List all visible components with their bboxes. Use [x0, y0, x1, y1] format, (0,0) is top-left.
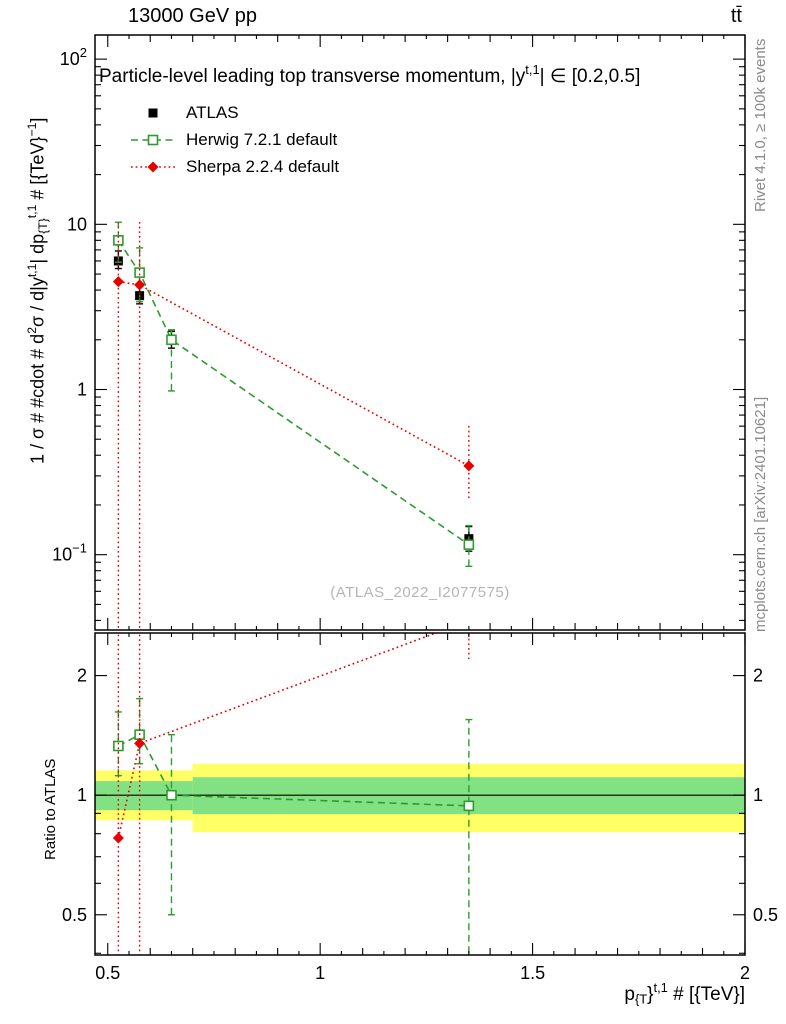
legend: ATLAS Herwig 7.2.1 default Sherpa 2.2.4 de…: [130, 99, 339, 180]
herwig-marker: [463, 539, 475, 550]
herwig-marker: [113, 235, 124, 246]
x-tick-label: 1.5: [520, 963, 545, 983]
ratio-tick-label-right: 0.5: [753, 905, 778, 925]
herwig-marker: [166, 789, 177, 801]
sherpa-marker: [463, 460, 475, 472]
y-tick-label: 1: [77, 380, 87, 400]
herwig-marker: [463, 800, 475, 812]
y-axis-label: 1 / σ # #cdot # d2σ / d|yt,1| dp{T}t,1 #…: [25, 117, 51, 464]
legend-item-sherpa: Sherpa 2.2.4 default: [130, 153, 339, 180]
ratio-tick-label-right: 2: [753, 666, 763, 686]
main-frame: [94, 34, 746, 631]
herwig-marker: [134, 267, 145, 278]
x-tick-label: 1: [315, 963, 325, 983]
atlas-marker: [148, 108, 158, 117]
x-tick-label: 2: [740, 963, 750, 983]
analysis-id-watermark: (ATLAS_2022_I2077575): [330, 584, 510, 601]
y-tick-label: 10: [67, 214, 87, 234]
legend-item-herwig: Herwig 7.2.1 default: [130, 126, 339, 153]
ratio-tick-label: 1: [77, 785, 87, 805]
sherpa-marker: [147, 161, 159, 172]
beam-energy-title: 13000 GeV pp: [128, 5, 257, 27]
legend-marker-herwig-icon: [131, 134, 175, 145]
legend-marker-atlas-icon: [148, 108, 158, 117]
herwig-ratio-series: [113, 697, 475, 955]
legend-label-atlas: ATLAS: [186, 102, 239, 122]
mcplots-source-note: mcplots.cern.ch [arXiv:2401.10621]: [752, 396, 769, 632]
ratio-tick-label: 2: [77, 666, 87, 686]
sherpa-marker: [112, 832, 124, 844]
legend-label-sherpa: Sherpa 2.2.4 default: [186, 156, 340, 176]
sherpa-marker: [134, 737, 146, 749]
atlas-uncertainty-bands: [95, 763, 745, 833]
sherpa-marker: [134, 279, 146, 291]
herwig-line: [117, 239, 470, 546]
y-tick-label: 102: [60, 45, 87, 69]
herwig-marker: [113, 740, 124, 752]
herwig-marker: [166, 334, 177, 346]
ratio-tick-label: 0.5: [62, 905, 87, 925]
sherpa-main-series: [112, 220, 475, 630]
sherpa-marker: [112, 276, 124, 288]
axis-tick-labels: 0.5 1 1.5 2 102 10 1 10−1 2 2 1 1 0.5 0.5: [52, 45, 778, 983]
herwig-main-series: [113, 221, 475, 568]
y-tick-label: 10−1: [52, 541, 87, 565]
process-title: tt̄: [730, 5, 742, 27]
rivet-version-note: Rivet 4.1.0, ≥ 100k events: [752, 38, 769, 212]
sherpa-marker: [463, 615, 474, 626]
legend-marker-sherpa-icon: [131, 161, 175, 172]
legend-label-herwig: Herwig 7.2.1 default: [186, 129, 338, 149]
ratio-tick-label-right: 1: [753, 785, 763, 805]
x-axis-label: p{T}t,1 # [{TeV}]: [624, 980, 745, 1007]
herwig-marker: [147, 134, 159, 145]
herwig-line: [117, 733, 469, 807]
ratio-frame: [94, 632, 746, 956]
ratio-axis-label: Ratio to ATLAS: [42, 758, 59, 860]
x-tick-label: 0.5: [95, 963, 120, 983]
axis-ticks: [95, 35, 746, 955]
legend-item-atlas: ATLAS: [130, 99, 339, 126]
sherpa-ratio-series: [112, 615, 474, 955]
plot-title: Particle-level leading top transverse mo…: [99, 62, 641, 87]
atlas-main-series: [113, 250, 474, 552]
